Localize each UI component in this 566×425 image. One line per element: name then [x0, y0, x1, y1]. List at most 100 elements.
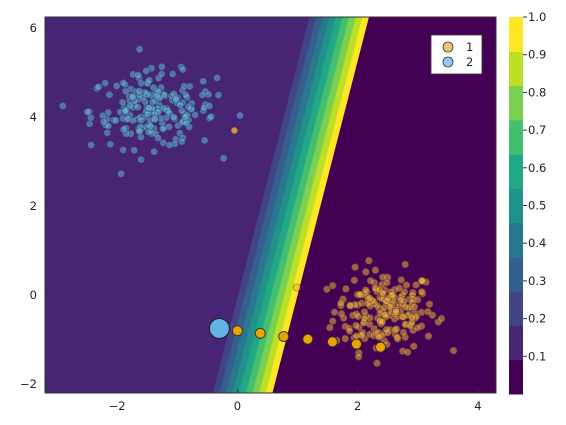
- data-point-series-2: [137, 155, 146, 164]
- data-point-series-2: [118, 98, 127, 107]
- data-point-series-1: [336, 299, 345, 308]
- plot-frame: [44, 16, 497, 394]
- data-point-series-1: [328, 317, 337, 326]
- data-point-series-2: [159, 104, 168, 113]
- data-point-series-1: [401, 302, 410, 311]
- data-point-series-2: [137, 116, 146, 125]
- x-tick-label: 0: [234, 399, 241, 413]
- data-point-series-2: [213, 73, 222, 82]
- data-point-series-2: [157, 69, 166, 78]
- colorbar-segment: [509, 256, 523, 292]
- data-point-series-2: [117, 169, 126, 178]
- data-point-series-1: [401, 260, 410, 269]
- data-point-series-2: [130, 146, 139, 155]
- data-point-series-2: [184, 102, 193, 111]
- data-point-series-2: [205, 101, 214, 110]
- data-point-series-1: [423, 307, 432, 316]
- data-point-series-1: [354, 352, 363, 361]
- y-tick-label: 0: [30, 288, 37, 302]
- data-point-series-2: [148, 97, 157, 106]
- data-point-series-2: [152, 91, 161, 100]
- colorbar-segment: [509, 222, 523, 258]
- data-point-series-1: [378, 273, 387, 282]
- data-point-series-2: [135, 45, 144, 54]
- y-tick-label: 4: [30, 110, 37, 124]
- data-point-series-1: [409, 342, 418, 351]
- data-point-series-2: [177, 137, 186, 146]
- data-point-series-1: [325, 323, 334, 332]
- data-point-series-2: [168, 69, 177, 78]
- data-point-series-2: [200, 136, 209, 145]
- path-point: [375, 341, 386, 353]
- data-point-series-1: [388, 290, 397, 299]
- data-point-series-2: [137, 79, 146, 88]
- legend-marker: [442, 56, 454, 68]
- data-point-series-2: [87, 141, 96, 150]
- data-point-series-1: [345, 327, 354, 336]
- colorbar-segment: [509, 325, 523, 361]
- data-point-series-2: [149, 83, 158, 92]
- colorbar-tick-label: 0.6: [528, 161, 546, 175]
- colorbar-segment: [509, 359, 523, 395]
- data-point-series-1: [337, 309, 346, 318]
- data-point-series-2: [119, 145, 128, 154]
- data-point-series-2: [146, 121, 155, 130]
- data-point-series-1: [371, 266, 380, 275]
- data-point-series-2: [198, 91, 207, 100]
- highlight-point: [208, 317, 230, 340]
- data-point-series-1: [424, 332, 433, 341]
- colorbar: 0.1 0.2 0.3 0.4 0.5 0.6 0.7 0.8 0.9 1.0: [509, 10, 546, 395]
- data-point-series-2: [199, 77, 208, 86]
- data-point-series-2: [214, 91, 223, 100]
- data-point-series-1: [380, 303, 389, 312]
- colorbar-segment: [509, 291, 523, 326]
- colorbar-tick-label: 0.4: [528, 236, 546, 250]
- data-point-series-1: [399, 328, 408, 337]
- data-point-series-1: [412, 280, 421, 289]
- data-point-series-2: [158, 124, 167, 133]
- x-tick-label: 4: [474, 399, 481, 413]
- colorbar-segment: [509, 188, 523, 224]
- data-point-series-1: [395, 284, 404, 293]
- data-point-series-1: [380, 310, 389, 319]
- data-point-series-2: [128, 92, 137, 101]
- data-point-series-1: [341, 284, 350, 293]
- data-point-series-2: [207, 112, 216, 121]
- colorbar-segment: [509, 119, 523, 155]
- data-point-series-1: [350, 276, 359, 285]
- data-point-series-2: [134, 71, 143, 80]
- data-point-series-2: [99, 117, 108, 126]
- data-point-series-1: [322, 285, 331, 294]
- data-point-series-1: [372, 359, 381, 368]
- data-point-series-1: [402, 281, 411, 290]
- colorbar-segment: [509, 51, 523, 87]
- data-point-series-1: [396, 296, 405, 305]
- data-point-series-2: [150, 115, 159, 124]
- data-point-series-2: [219, 154, 228, 163]
- data-point-series-1: [365, 294, 374, 303]
- x-tick-label: −2: [109, 399, 126, 413]
- colorbar-segment: [509, 85, 523, 121]
- colorbar-tick-label: 0.9: [528, 48, 546, 62]
- data-point-series-1: [449, 346, 458, 355]
- data-point-series-1: [408, 313, 417, 322]
- data-point-series-1: [366, 276, 375, 285]
- data-point-series-1: [328, 281, 337, 290]
- path-point: [351, 338, 362, 350]
- colorbar-tick-label: 0.7: [528, 123, 546, 137]
- data-point-series-2: [112, 81, 121, 90]
- colorbar-tick-label: 0.3: [528, 274, 546, 288]
- colorbar-tick-label: 1.0: [528, 10, 546, 24]
- data-point-series-2: [103, 128, 112, 137]
- data-point-series-2: [135, 127, 144, 136]
- path-point: [302, 333, 314, 345]
- data-point-series-1: [413, 323, 422, 332]
- data-point-series-1: [397, 275, 406, 284]
- colorbar-tick-label: 0.5: [528, 199, 546, 213]
- data-point-series-1: [398, 313, 407, 322]
- path-point: [254, 327, 266, 339]
- data-point-series-2: [119, 78, 128, 87]
- data-point-series-1: [292, 283, 301, 292]
- data-point-series-2: [135, 87, 144, 96]
